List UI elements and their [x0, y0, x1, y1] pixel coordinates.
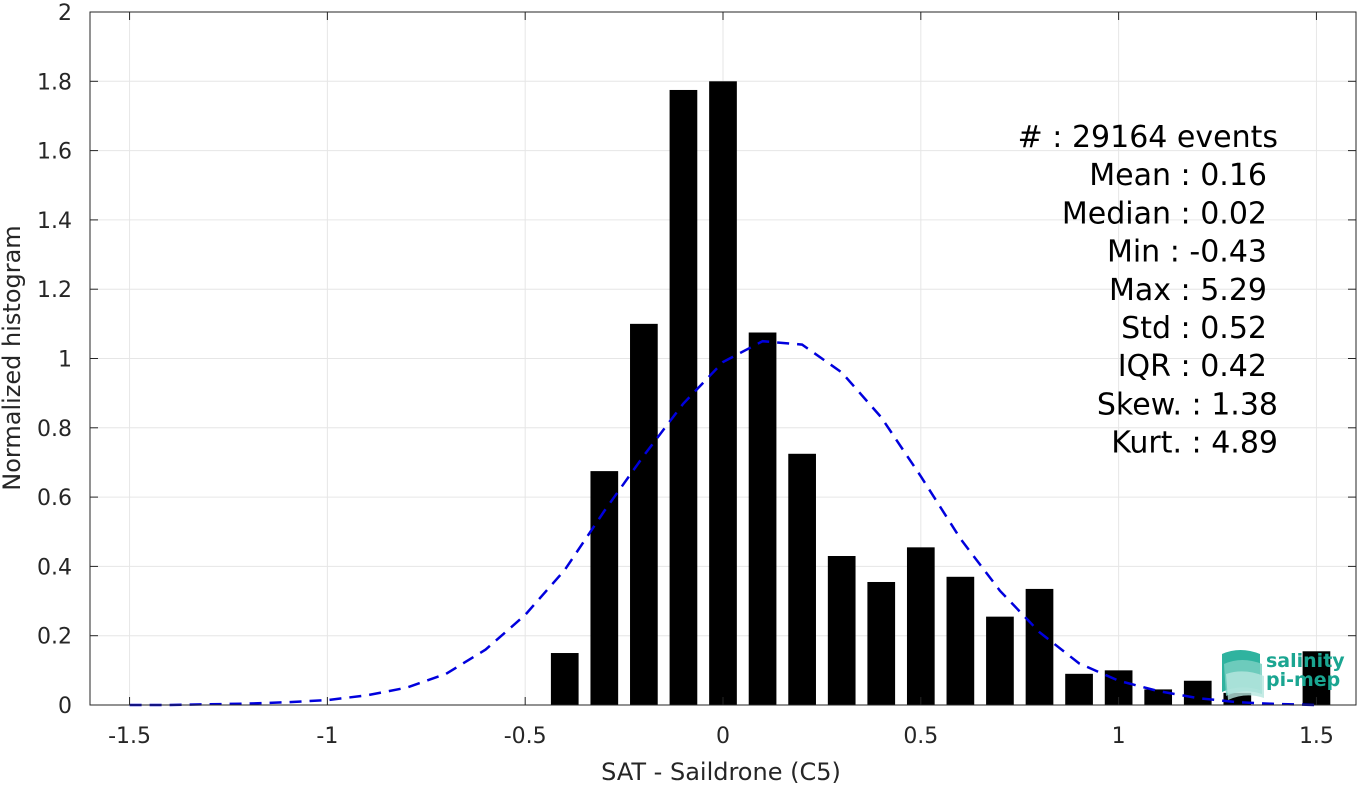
stat-line: Std : 0.52	[1121, 311, 1267, 346]
stat-line: Kurt. : 4.89	[1111, 426, 1278, 461]
fit-curve	[129, 339, 1317, 707]
x-tick-label: -0.5	[504, 724, 547, 749]
x-tick-label: 0	[716, 724, 730, 749]
y-tick-label: 1.2	[37, 278, 72, 303]
histogram-bar	[550, 653, 579, 705]
x-tick-label: 0.5	[903, 724, 938, 749]
x-tick-label: 1.5	[1299, 724, 1334, 749]
y-tick-label: 0.6	[37, 486, 72, 511]
stat-line: Min : -0.43	[1107, 235, 1267, 270]
y-tick-label: 1.4	[37, 209, 72, 234]
salinity-pi-mep-logo: salinity pi-mep	[1222, 650, 1345, 700]
y-tick-label: 2	[58, 1, 72, 26]
x-axis-label: SAT - Saildrone (C5)	[601, 758, 841, 785]
y-axis-ticks: 0 0.2 0.4 0.6 0.8 1 1.2 1.4 1.6 1.8 2	[37, 1, 1356, 719]
y-tick-label: 0.8	[37, 417, 72, 442]
logo-wave-icon	[1222, 650, 1264, 700]
stat-line: # : 29164 events	[1018, 120, 1278, 155]
stat-line: Mean : 0.16	[1089, 158, 1267, 193]
stat-line: Max : 5.29	[1109, 273, 1267, 308]
y-tick-label: 0.2	[37, 625, 72, 650]
stat-line: Skew. : 1.38	[1097, 387, 1278, 422]
histogram-bar	[709, 81, 737, 706]
x-tick-label: -1	[316, 724, 338, 749]
histogram-bar	[986, 616, 1014, 705]
histogram-bar	[788, 453, 816, 705]
logo-line2: pi-mep	[1266, 669, 1340, 691]
histogram-bar	[827, 556, 856, 705]
bar-series	[550, 81, 1331, 706]
stat-line: Median : 0.02	[1062, 196, 1267, 231]
histogram-bar	[669, 89, 698, 705]
logo-line1: salinity	[1266, 650, 1345, 672]
histogram-bar	[590, 471, 619, 705]
y-tick-label: 1.8	[37, 70, 72, 95]
y-tick-label: 1	[58, 348, 72, 373]
x-axis-ticks: -1.5 -1 -0.5 0 0.5 1 1.5	[108, 12, 1334, 749]
histogram-bar	[1183, 680, 1212, 705]
histogram-bar	[867, 581, 896, 705]
y-tick-label: 1.6	[37, 140, 72, 165]
histogram-bar	[946, 576, 975, 705]
histogram-bar	[906, 547, 935, 705]
histogram-bar	[630, 323, 658, 705]
histogram-bar	[1025, 588, 1054, 705]
histogram-bar	[1302, 651, 1331, 705]
stat-line: IQR : 0.42	[1118, 349, 1267, 384]
histogram-bar	[1065, 673, 1093, 705]
y-axis-label: Normalized histogram	[0, 225, 26, 490]
y-tick-label: 0	[58, 694, 72, 719]
x-tick-label: 1	[1112, 724, 1126, 749]
y-tick-label: 0.4	[37, 555, 72, 580]
fit-curve-group	[129, 339, 1317, 707]
x-tick-label: -1.5	[108, 724, 151, 749]
histogram-bar	[748, 332, 777, 705]
